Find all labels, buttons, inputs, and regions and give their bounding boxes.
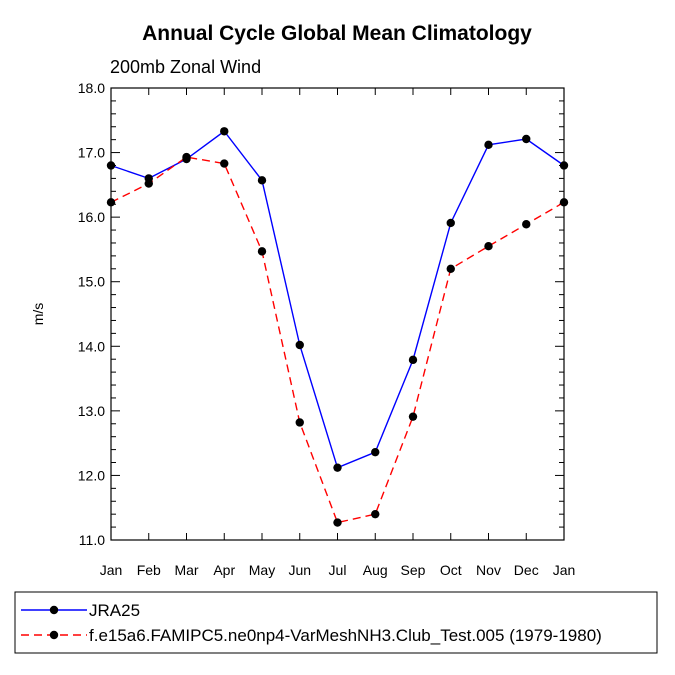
series-1-point xyxy=(220,127,229,136)
chart-title: Annual Cycle Global Mean Climatology xyxy=(142,22,532,45)
series-2-point xyxy=(559,198,569,207)
series-1-point xyxy=(559,161,569,170)
series-2-point xyxy=(522,220,531,229)
x-tick-label: Mar xyxy=(174,562,198,578)
x-tick-label: Sep xyxy=(401,562,426,578)
series-line-1 xyxy=(110,130,565,469)
series-1-point xyxy=(295,340,304,350)
y-tick-label: 13.0 xyxy=(78,403,105,419)
x-tick-label: Jun xyxy=(288,562,311,578)
y-tick-label: 11.0 xyxy=(79,532,105,548)
x-tick-label: Apr xyxy=(213,562,235,578)
series-1-point xyxy=(522,134,531,144)
axis-ticks: Jan Feb Mar Apr May Jun Jul Aug Sep Oct Nov Dec Jan 1… xyxy=(78,80,576,578)
series-1-point xyxy=(446,218,455,228)
y-tick-label: 15.0 xyxy=(78,274,105,290)
legend-marker-1 xyxy=(49,605,59,615)
series-2-point xyxy=(144,179,153,188)
plot-frame xyxy=(110,87,565,541)
y-axis-label: m/s xyxy=(30,303,46,326)
series-1-point xyxy=(257,176,267,185)
x-tick-label: Dec xyxy=(514,562,539,578)
x-tick-label: May xyxy=(249,562,275,578)
x-tick-label: Jul xyxy=(329,562,347,578)
legend-box xyxy=(14,591,658,654)
series-1-point xyxy=(408,355,418,365)
series-2-point xyxy=(182,152,191,162)
series-2-point xyxy=(295,418,304,427)
x-tick-label: Aug xyxy=(363,562,388,578)
series-1-point xyxy=(484,140,493,150)
series-1-point xyxy=(106,161,116,170)
series-2-point xyxy=(408,412,418,421)
x-tick-label: Jan xyxy=(553,562,576,578)
series-2-point xyxy=(446,264,455,273)
y-tick-label: 18.0 xyxy=(78,80,105,96)
series-2-point xyxy=(371,509,380,519)
legend-marker-2 xyxy=(49,630,59,640)
series-2-point xyxy=(106,198,116,207)
x-tick-label: Nov xyxy=(476,562,501,578)
y-tick-label: 14.0 xyxy=(78,338,105,354)
y-tick-label: 17.0 xyxy=(78,145,105,161)
legend: JRA25 f.e15a6.FAMIPC5.ne0np4-VarMeshNH3.C… xyxy=(14,591,658,654)
series-layer xyxy=(106,127,569,527)
series-2-point xyxy=(220,159,229,168)
chart-subtitle: 200mb Zonal Wind xyxy=(110,57,261,77)
x-tick-label: Jan xyxy=(100,562,123,578)
series-1-point xyxy=(371,447,380,457)
x-tick-label: Feb xyxy=(137,562,161,578)
series-2-point xyxy=(333,518,342,527)
y-tick-label: 16.0 xyxy=(78,209,105,225)
x-tick-label: Oct xyxy=(440,562,462,578)
legend-label-2: f.e15a6.FAMIPC5.ne0np4-VarMeshNH3.Club_T… xyxy=(89,626,602,645)
series-2-point xyxy=(257,247,267,256)
series-2-point xyxy=(484,242,493,251)
legend-label-1: JRA25 xyxy=(89,601,140,620)
series-1-point xyxy=(333,463,342,472)
y-tick-label: 12.0 xyxy=(78,467,105,483)
